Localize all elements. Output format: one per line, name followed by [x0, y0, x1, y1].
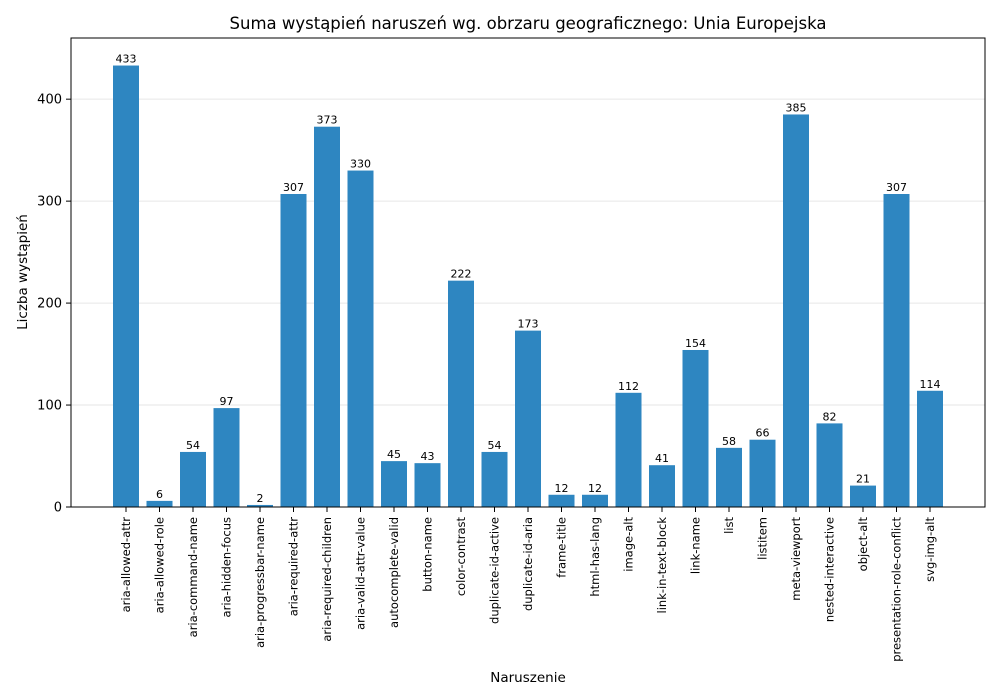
bar-value-label: 45: [387, 448, 401, 461]
y-tick-label: 100: [37, 399, 62, 414]
bar-value-label: 112: [618, 380, 639, 393]
bar-value-label: 307: [283, 181, 304, 194]
bar-value-label: 54: [488, 439, 502, 452]
x-tick-label: meta-viewport: [789, 517, 803, 601]
x-tick-label: link-in-text-block: [655, 517, 669, 614]
x-tick-label: frame-title: [555, 517, 569, 578]
bar: [682, 349, 709, 507]
bar-value-label: 58: [722, 435, 736, 448]
bar: [314, 126, 340, 507]
bar-value-label: 21: [856, 473, 870, 486]
x-axis-label: Naruszenie: [490, 670, 566, 686]
y-tick-label: 300: [37, 195, 62, 210]
bar: [649, 465, 675, 507]
bar-value-label: 41: [655, 452, 669, 465]
y-axis: 0 100 200 300 400: [37, 93, 71, 516]
x-tick-label: aria-allowed-role: [153, 517, 167, 613]
bar: [113, 65, 139, 507]
bar-value-label: 2: [257, 492, 264, 505]
x-tick-label: duplicate-id-active: [488, 517, 502, 624]
bar-value-label: 330: [350, 158, 371, 171]
bar: [883, 193, 910, 508]
x-tick-label: html-has-lang: [588, 517, 602, 597]
bar: [850, 485, 876, 507]
x-tick-label: object-alt: [856, 517, 870, 572]
x-tick-label: aria-allowed-attr: [119, 517, 133, 613]
bar-value-label: 82: [823, 410, 837, 423]
x-tick-label: aria-hidden-focus: [220, 517, 234, 617]
bar-value-label: 97: [220, 395, 234, 408]
bar: [548, 494, 575, 507]
x-tick-label: aria-command-name: [186, 517, 200, 637]
x-tick-label: svg-img-alt: [923, 517, 937, 582]
bar-value-label: 307: [886, 181, 907, 194]
bar-value-label: 373: [317, 114, 338, 127]
bar-value-label: 154: [685, 337, 706, 350]
bar: [582, 494, 608, 507]
bar-value-label: 433: [116, 53, 137, 66]
bar-value-label: 12: [588, 482, 602, 495]
value-labels: 433 6 54 97 2 307 373 330 45 43 222 54 173 12 12 112 41 1…: [116, 53, 941, 505]
x-tick-label: listitem: [756, 517, 770, 560]
bar: [247, 504, 273, 507]
bar-value-label: 54: [186, 439, 200, 452]
bar: [180, 451, 206, 507]
bar: [716, 447, 742, 507]
bar-value-label: 12: [555, 482, 569, 495]
bar: [917, 390, 943, 507]
bar: [347, 170, 374, 508]
y-tick-label: 200: [37, 297, 62, 312]
bar: [280, 193, 307, 508]
x-tick-label: presentation-role-conflict: [890, 517, 904, 662]
bar: [414, 463, 441, 507]
y-axis-label: Liczba wystąpień: [15, 214, 31, 330]
bar: [515, 330, 541, 507]
bar: [448, 280, 474, 507]
bar-value-label: 43: [421, 450, 435, 463]
x-axis: aria-allowed-attr aria-allowed-role aria-c…: [119, 507, 937, 662]
x-tick-label: nested-interactive: [823, 517, 837, 622]
x-tick-label: duplicate-id-aria: [521, 517, 535, 611]
y-tick-label: 0: [54, 501, 62, 516]
chart-title: Suma wystąpień naruszeń wg. obrzaru geog…: [230, 14, 827, 33]
bar-value-label: 385: [786, 101, 807, 114]
bar-value-label: 114: [920, 378, 941, 391]
bar-value-label: 6: [156, 488, 163, 501]
x-tick-label: aria-progressbar-name: [253, 517, 267, 648]
x-tick-label: aria-valid-attr-value: [354, 517, 368, 630]
x-tick-label: button-name: [421, 517, 435, 592]
x-tick-label: aria-required-attr: [287, 517, 301, 617]
y-tick-label: 400: [37, 93, 62, 108]
bar-value-label: 66: [756, 427, 770, 440]
bar: [381, 461, 407, 507]
bar-value-label: 222: [451, 268, 472, 281]
bar: [615, 392, 642, 507]
bar: [481, 451, 508, 507]
bar: [213, 408, 240, 507]
x-tick-label: aria-required-children: [320, 517, 334, 642]
bar: [749, 439, 776, 507]
bar: [816, 423, 843, 507]
x-tick-label: color-contrast: [454, 517, 468, 597]
x-tick-label: autocomplete-valid: [387, 517, 401, 628]
x-tick-label: link-name: [689, 517, 703, 574]
bar-value-label: 173: [518, 318, 539, 331]
bar: [783, 114, 809, 507]
bars: [113, 65, 943, 508]
x-tick-label: image-alt: [622, 517, 636, 572]
x-tick-label: list: [722, 517, 736, 534]
bar: [146, 500, 173, 507]
